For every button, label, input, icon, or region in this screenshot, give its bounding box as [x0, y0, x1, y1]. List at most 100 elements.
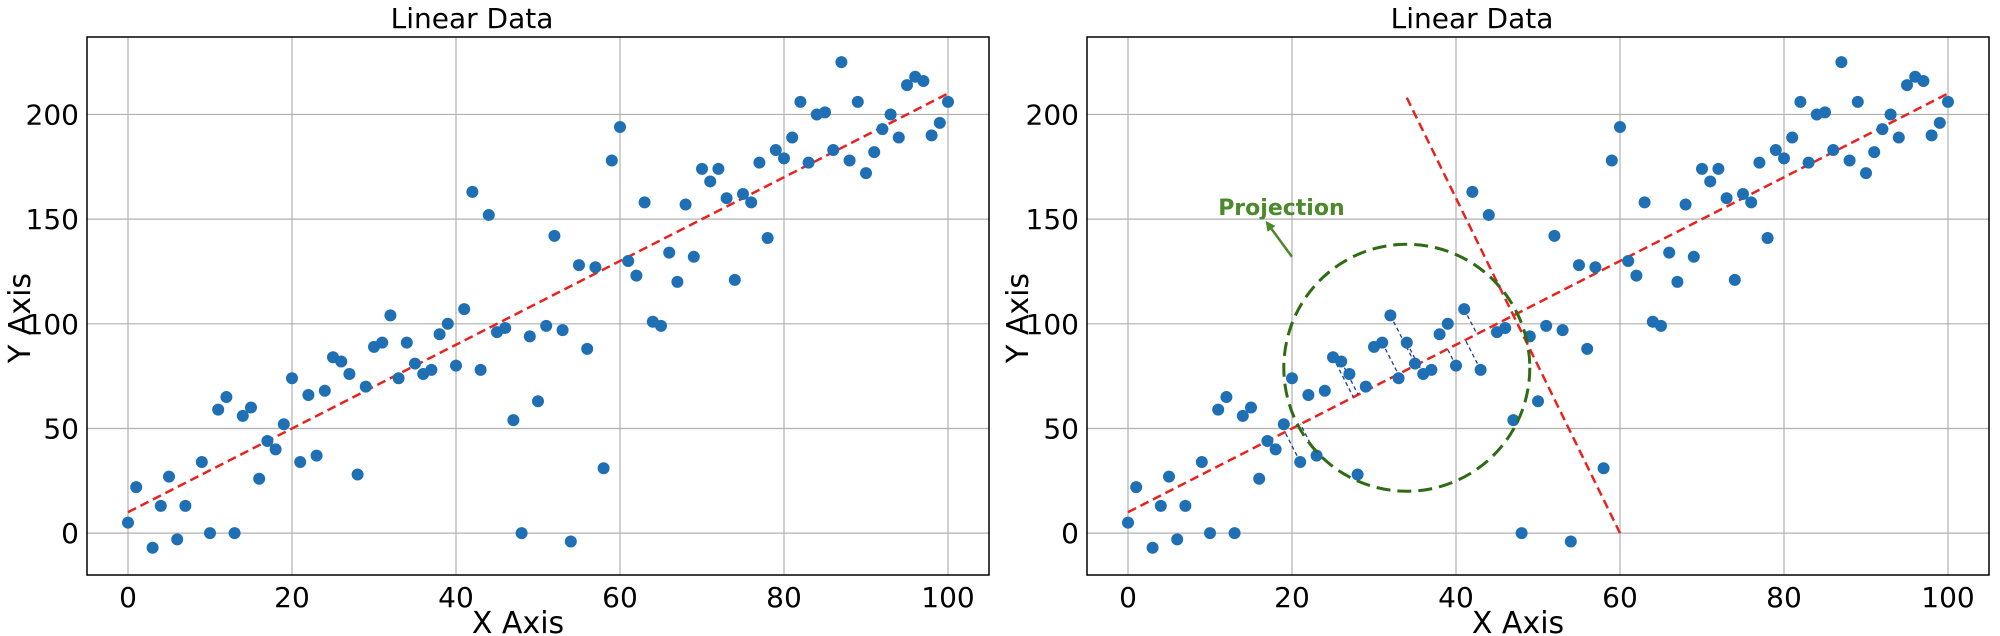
data-point	[1220, 391, 1233, 404]
data-point	[302, 388, 315, 401]
data-point	[400, 336, 413, 349]
data-point	[1515, 527, 1528, 540]
data-point	[466, 185, 479, 198]
data-point	[1614, 121, 1626, 134]
right-y-tick-label: 200	[1026, 98, 1079, 131]
data-point	[843, 154, 856, 167]
data-point	[1540, 319, 1553, 332]
data-point	[1868, 146, 1881, 159]
data-point	[614, 121, 626, 134]
data-point	[581, 342, 594, 355]
data-point	[146, 541, 159, 554]
right-chart: Linear Data 0 20 40 60 80 100 0 50 100 150 200 Pr…	[1001, 2, 1990, 636]
data-point	[1376, 336, 1389, 349]
right-y-tick-label: 0	[1061, 517, 1079, 550]
data-point	[1769, 144, 1782, 157]
right-x-tick-label: 80	[1766, 581, 1802, 614]
data-point	[261, 435, 274, 448]
data-point	[1384, 309, 1397, 322]
data-point	[1433, 328, 1446, 341]
data-point	[556, 324, 569, 337]
data-point	[1884, 108, 1897, 121]
data-point	[1286, 372, 1298, 385]
data-point	[359, 380, 372, 393]
right-fit-line-layer	[1127, 92, 1949, 514]
data-point	[1933, 116, 1946, 129]
data-point	[286, 372, 298, 385]
right-points	[1122, 56, 1954, 554]
data-point	[1687, 250, 1700, 263]
data-point	[671, 275, 684, 288]
projection-arrow	[1265, 220, 1294, 258]
projection-line	[1284, 431, 1301, 463]
data-point	[507, 414, 520, 427]
data-point	[1343, 368, 1356, 381]
data-point	[179, 499, 192, 512]
data-point	[1277, 418, 1290, 431]
data-point	[1146, 541, 1159, 554]
data-point	[1253, 472, 1266, 485]
data-point	[728, 273, 741, 286]
data-point	[1942, 95, 1954, 108]
data-point	[1802, 156, 1815, 169]
data-point	[195, 455, 208, 468]
right-y-axis-label: Y Axis	[1001, 273, 1036, 364]
left-plot-frame	[86, 36, 990, 576]
data-point	[1130, 481, 1143, 494]
data-point	[277, 418, 290, 431]
data-point	[1622, 254, 1635, 267]
left-y-axis-label: Y Axis	[3, 273, 38, 364]
data-point	[1409, 357, 1421, 370]
left-fit-line	[127, 92, 949, 514]
data-point	[1860, 167, 1872, 180]
data-point	[1154, 499, 1167, 512]
right-x-tick-label: 60	[1602, 581, 1638, 614]
data-point	[1310, 449, 1323, 462]
data-point	[802, 156, 815, 169]
data-point	[794, 95, 807, 108]
data-point	[351, 468, 364, 481]
data-point	[1835, 56, 1848, 69]
data-point	[1351, 468, 1364, 481]
data-point	[499, 321, 512, 334]
data-point	[720, 192, 733, 205]
data-point	[441, 317, 454, 330]
data-point	[1655, 319, 1667, 332]
data-point	[130, 481, 143, 494]
data-point	[1122, 516, 1134, 529]
data-point	[942, 95, 954, 108]
right-x-tick-label: 40	[1438, 581, 1474, 614]
data-point	[1827, 144, 1840, 157]
right-fit-line	[1127, 92, 1949, 514]
left-x-tick-label: 20	[274, 581, 310, 614]
data-point	[1556, 324, 1569, 337]
data-point	[1778, 152, 1790, 165]
data-point	[925, 129, 938, 142]
data-point	[884, 108, 897, 121]
data-point	[1753, 156, 1766, 169]
data-point	[1236, 409, 1249, 422]
left-x-tick-label: 40	[438, 581, 474, 614]
projection-line	[1463, 308, 1478, 335]
data-point	[1605, 154, 1618, 167]
data-point	[1671, 275, 1684, 288]
data-point	[1195, 455, 1208, 468]
data-point	[1548, 229, 1561, 242]
right-y-tick-label: 100	[1026, 308, 1079, 341]
data-point	[901, 79, 913, 92]
data-point	[1696, 162, 1708, 175]
data-point	[1892, 131, 1905, 144]
data-point	[1737, 188, 1749, 201]
data-point	[294, 455, 307, 468]
right-x-tick-label: 100	[1921, 581, 1974, 614]
data-point	[1228, 527, 1241, 540]
data-point	[458, 303, 471, 316]
data-point	[1400, 336, 1413, 349]
data-point	[1581, 342, 1594, 355]
data-point	[737, 188, 749, 201]
data-point	[745, 196, 758, 209]
data-point	[1728, 273, 1741, 286]
data-point	[236, 409, 249, 422]
data-point	[1917, 74, 1930, 87]
data-point	[876, 123, 889, 136]
